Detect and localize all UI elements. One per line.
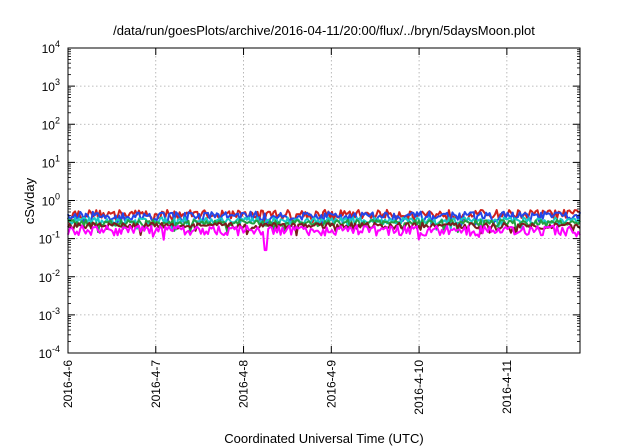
y-tick-label: 104 bbox=[42, 39, 60, 56]
y-tick-label: 102 bbox=[42, 115, 60, 132]
y-tick-label: 10-4 bbox=[39, 344, 60, 361]
series-line bbox=[67, 221, 581, 237]
y-tick-label: 100 bbox=[42, 192, 60, 209]
x-tick-label: 2016-4-7 bbox=[149, 360, 163, 408]
y-tick-label: 103 bbox=[42, 77, 60, 94]
x-tick-label: 2016-4-10 bbox=[412, 360, 426, 415]
x-tick-label: 2016-4-6 bbox=[61, 360, 75, 408]
x-axis: 2016-4-6 2016-4-7 2016-4-8 2016-4-9 2016-4-1… bbox=[61, 48, 514, 415]
x-tick-label: 2016-4-8 bbox=[237, 360, 251, 408]
x-tick-label: 2016-4-11 bbox=[500, 360, 514, 414]
x-axis-label: Coordinated Universal Time (UTC) bbox=[224, 431, 423, 446]
x-tick-label: 2016-4-9 bbox=[324, 360, 338, 408]
series-line bbox=[67, 224, 581, 252]
y-tick-label: 101 bbox=[42, 153, 60, 170]
grid-lines bbox=[68, 48, 580, 353]
series-layer bbox=[67, 208, 581, 252]
y-tick-label: 10-3 bbox=[39, 306, 60, 323]
chart-title: /data/run/goesPlots/archive/2016-04-11/2… bbox=[113, 23, 535, 38]
y-axis-label: cSv/day bbox=[22, 177, 37, 224]
y-tick-label: 10-1 bbox=[39, 230, 60, 247]
y-tick-label: 10-2 bbox=[39, 268, 60, 285]
y-axis: 10-4 10-3 10-2 10-1 100 101 102 103 104 bbox=[39, 39, 580, 361]
